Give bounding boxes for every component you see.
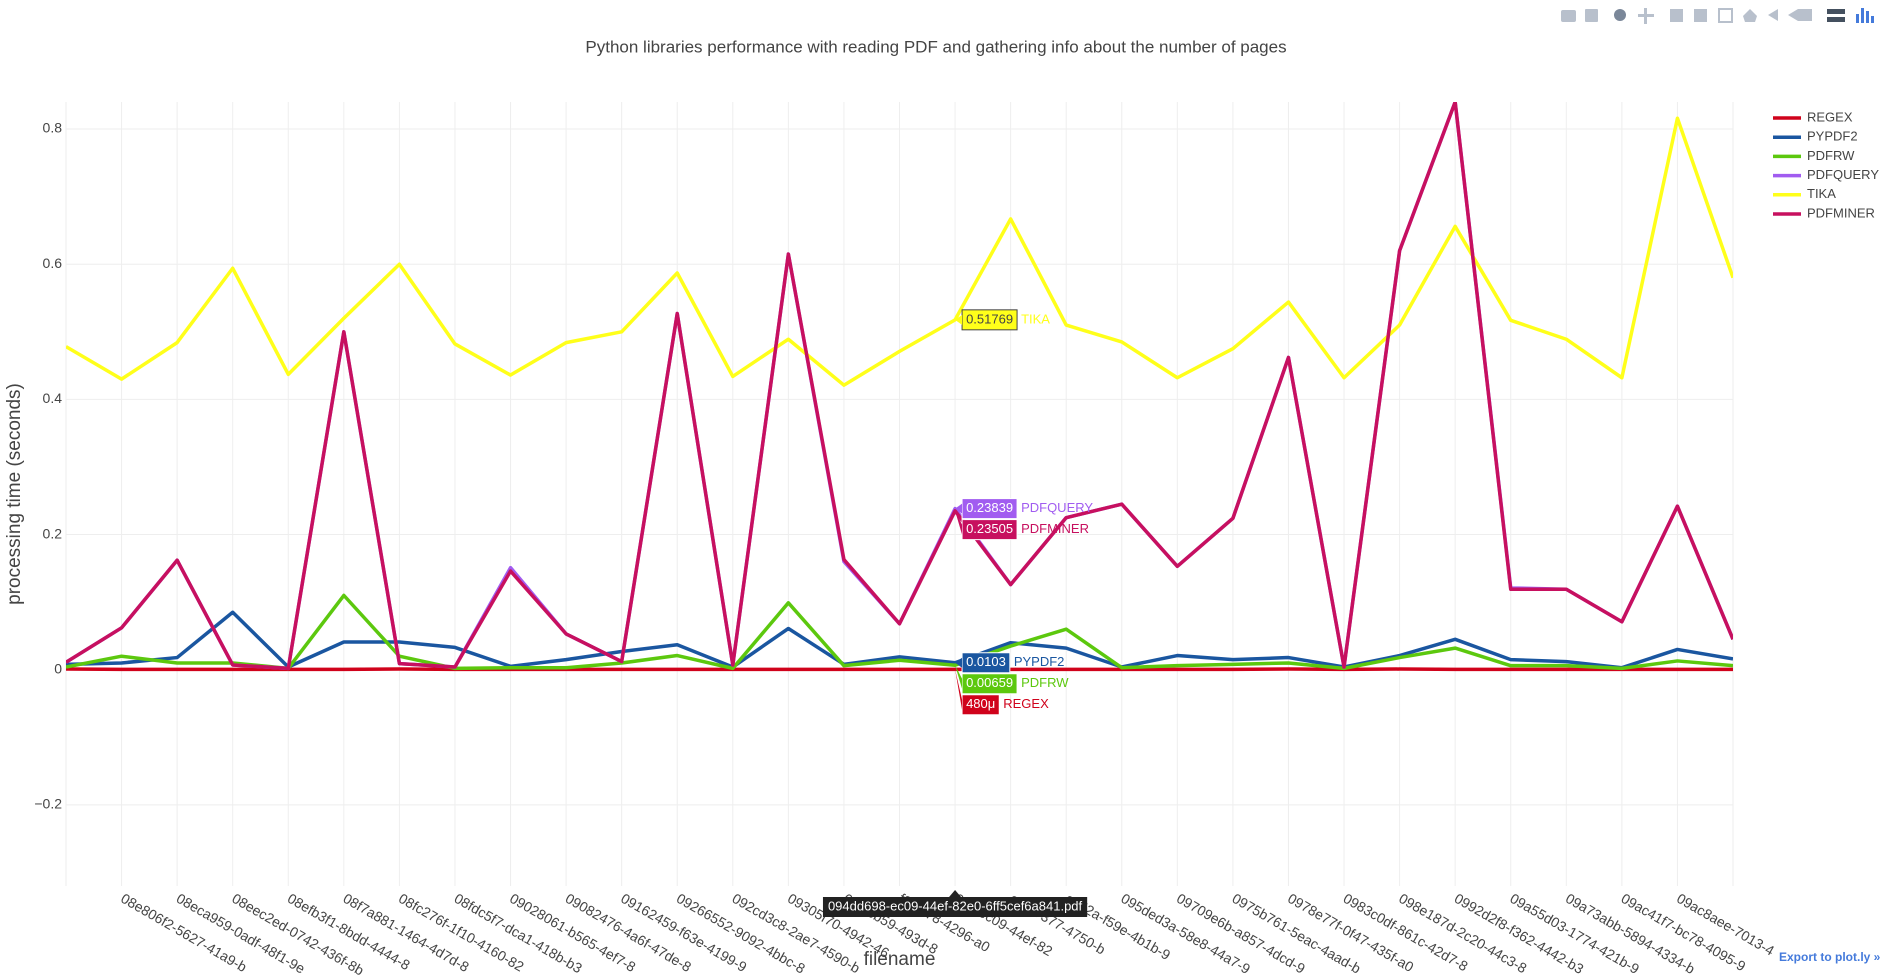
y-tick-label: 0.8 xyxy=(43,120,63,136)
hover-arrow xyxy=(955,657,963,668)
series-line xyxy=(66,116,1733,387)
hover-category-arrow xyxy=(949,890,962,897)
hover-category-box xyxy=(822,897,1088,917)
hover-label: 480μ REGEX xyxy=(955,669,1049,716)
hover-name: TIKA xyxy=(1021,311,1050,326)
hover-category-text: 094dd698-ec09-44ef-82e0-6ff5cef6a841.pdf xyxy=(828,898,1083,913)
spike-icon[interactable] xyxy=(1768,9,1778,21)
legend-label: PDFRW xyxy=(1807,148,1855,163)
y-tick-label: 0.4 xyxy=(43,390,63,406)
hover-compare-icon-b[interactable] xyxy=(1827,17,1845,22)
legend-label: PYPDF2 xyxy=(1807,129,1858,144)
hover-name: REGEX xyxy=(1003,696,1049,711)
hover-compare-icon[interactable] xyxy=(1827,9,1845,14)
hover-name: PDFRW xyxy=(1021,675,1069,690)
series-line xyxy=(66,593,1733,671)
series-line xyxy=(66,102,1733,671)
home-icon[interactable] xyxy=(1743,9,1757,22)
hover-name: PYPDF2 xyxy=(1014,654,1065,669)
save-icon[interactable] xyxy=(1585,9,1598,22)
zoom-out-icon[interactable] xyxy=(1694,9,1707,22)
plotly-logo-c[interactable] xyxy=(1866,11,1869,23)
hover-arrow xyxy=(955,665,963,689)
hover-value: 0.00659 xyxy=(966,675,1013,690)
series-line xyxy=(66,610,1733,670)
hover-name: PDFMINER xyxy=(1021,521,1089,536)
plotly-logo-b[interactable] xyxy=(1861,8,1864,23)
hover-label: 0.00659 PDFRW xyxy=(955,665,1069,695)
zoom-in-icon[interactable] xyxy=(1670,9,1683,22)
hover-value: 0.0103 xyxy=(966,654,1006,669)
hover-value: 480μ xyxy=(966,696,995,711)
legend-label: PDFMINER xyxy=(1807,205,1875,220)
hover-label: 0.23505 PDFMINER xyxy=(955,510,1089,541)
plotly-logo[interactable] xyxy=(1856,14,1859,23)
camera-icon[interactable] xyxy=(1561,10,1576,22)
hover-arrow xyxy=(955,510,963,535)
zoom-icon[interactable] xyxy=(1614,9,1626,21)
plotly-logo-d[interactable] xyxy=(1871,16,1874,23)
legend-label: PDFQUERY xyxy=(1807,167,1879,182)
hover-label: 0.51769 TIKA xyxy=(955,309,1050,331)
legend-label: TIKA xyxy=(1807,186,1836,201)
hover-category: 094dd698-ec09-44ef-82e0-6ff5cef6a841.pdf xyxy=(822,890,1088,917)
hover-value: 0.51769 xyxy=(966,311,1013,326)
hover-closest-icon[interactable] xyxy=(1788,9,1812,21)
hover-value: 0.23505 xyxy=(966,521,1013,536)
pan-icon-v[interactable] xyxy=(1644,8,1647,24)
y-tick-label: 0 xyxy=(54,660,62,676)
y-tick-label: 0.2 xyxy=(43,525,63,541)
x-axis-title: filename xyxy=(864,949,936,970)
modebar[interactable] xyxy=(1561,8,1874,24)
hover-arrow xyxy=(955,314,963,325)
plot-area xyxy=(66,102,1733,672)
hover-label: 0.0103 PYPDF2 xyxy=(955,652,1065,674)
legend-label: REGEX xyxy=(1807,109,1853,124)
autoscale-icon[interactable] xyxy=(1718,8,1733,23)
hover-arrow xyxy=(955,503,963,514)
hover-name: PDFQUERY xyxy=(1021,500,1093,515)
y-tick-label: 0.6 xyxy=(43,255,63,271)
chart-title: Python libraries performance with readin… xyxy=(585,37,1286,56)
hover-label: 0.23839 PDFQUERY xyxy=(955,498,1093,520)
y-tick-label: −0.2 xyxy=(34,796,62,812)
hover-arrow xyxy=(955,669,963,710)
y-axis-title: processing time (seconds) xyxy=(4,383,25,605)
export-link[interactable]: Export to plot.ly » xyxy=(1779,950,1881,964)
hover-value: 0.23839 xyxy=(966,500,1013,515)
